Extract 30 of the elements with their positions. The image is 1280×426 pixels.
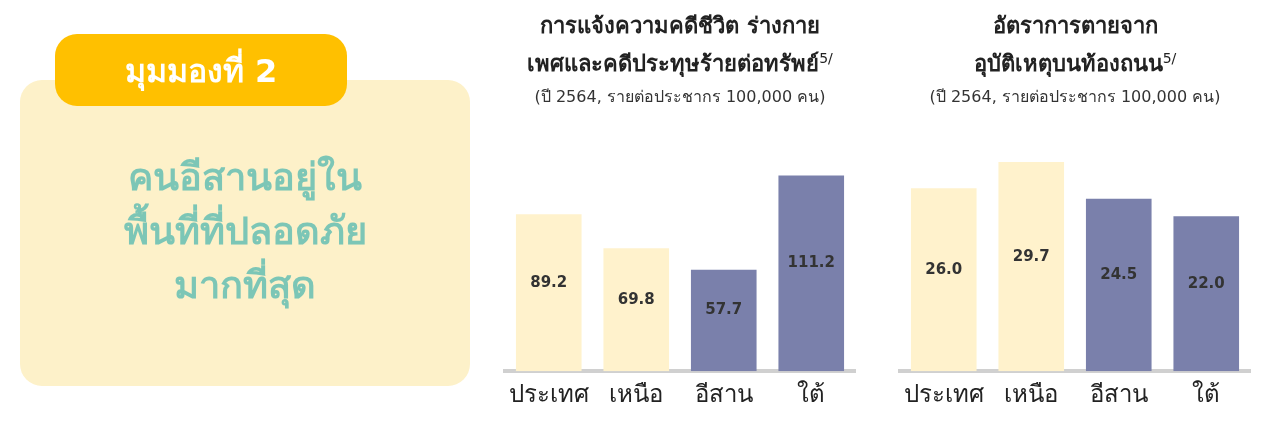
x-tick-label: ประเทศ [508, 379, 589, 408]
data-label: 26.0 [925, 259, 963, 278]
x-tick-label: ประเทศ [903, 379, 984, 408]
text: มุมมองที่ 2 [55, 34, 347, 106]
bar [910, 188, 977, 372]
x-tick-label: ใต้ [797, 379, 826, 408]
x-tick-label: อีสาน [694, 379, 753, 408]
bar [998, 162, 1065, 372]
data-label: 69.8 [617, 289, 655, 308]
chart-subtitle: (ปี 2564, รายต่อประชากร 100,000 คน) [928, 86, 1222, 109]
chart-subtitle: (ปี 2564, รายต่อประชากร 100,000 คน) [533, 86, 827, 109]
x-tick-label: ใต้ [1192, 379, 1221, 408]
bar [603, 248, 670, 372]
data-label: 22.0 [1187, 273, 1225, 292]
bar [1173, 216, 1240, 372]
data-label: 89.2 [530, 272, 568, 291]
data-label: 24.5 [1100, 264, 1138, 283]
text: คนอีสานอยู่ใน [128, 155, 362, 199]
chart-title: การแจ้งความคดีชีวิต ร่างกาย เพศและคดีประทุษร้ายต่อทรัพย์$^{5/}$ [526, 12, 834, 79]
data-label: 57.7 [705, 300, 743, 319]
data-label: 111.2 [787, 253, 835, 272]
x-tick-label: อีสาน [1089, 379, 1148, 408]
bar [515, 214, 582, 372]
x-tick-label: เหนือ [609, 379, 664, 408]
bar [778, 175, 845, 372]
x-tick-label: เหนือ [1004, 379, 1059, 408]
bar [690, 269, 757, 372]
chart-title: อัตราการตายจาก อุบัติเหตุบนท้องถนน$^{5/}$ [972, 12, 1178, 79]
data-label: 29.7 [1012, 246, 1050, 265]
bar [1085, 198, 1152, 372]
